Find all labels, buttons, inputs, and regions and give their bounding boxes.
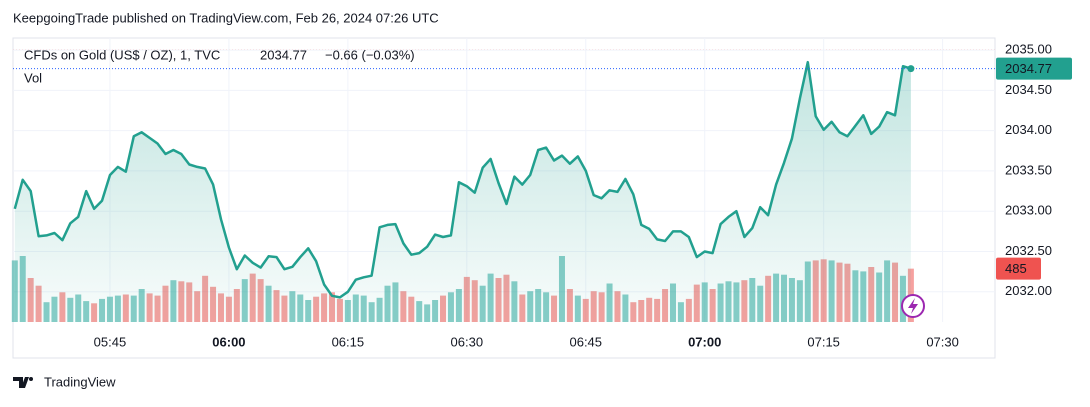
y-tick-label: 2034.50 — [1005, 82, 1052, 97]
x-tick-label: 05:45 — [94, 334, 127, 349]
volume-bar — [11, 260, 18, 322]
last-point — [907, 65, 915, 73]
header-title: KeepgoingTrade published on TradingView.… — [13, 10, 439, 25]
x-tick-label: 07:15 — [807, 334, 840, 349]
brand-name: TradingView — [44, 374, 116, 389]
x-tick-label: 06:30 — [451, 334, 484, 349]
lightning-icon[interactable] — [901, 294, 925, 318]
volume-label: 485 — [1005, 261, 1027, 276]
x-tick-label: 06:00 — [212, 334, 245, 349]
brand-logo — [13, 377, 33, 388]
x-tick-label: 06:45 — [569, 334, 602, 349]
y-tick-label: 2033.00 — [1005, 203, 1052, 218]
volume-label-box — [996, 257, 1041, 280]
x-tick-label: 06:15 — [332, 334, 365, 349]
axes: 2032.00 2032.50 2033.00 2033.50 2034.00 2034.… — [94, 42, 1072, 349]
legend-volume: Vol — [24, 70, 42, 85]
y-tick-label: 2034.00 — [1005, 122, 1052, 137]
legend-symbol: CFDs on Gold (US$ / OZ), 1, TVC — [24, 47, 220, 62]
legend-price: 2034.77 — [260, 47, 307, 62]
y-tick-label: 2032.50 — [1005, 243, 1052, 258]
pane-border — [12, 37, 996, 359]
price-label-box — [996, 57, 1072, 80]
x-tick-label: 07:30 — [926, 334, 959, 349]
y-tick-label: 2033.50 — [1005, 162, 1052, 177]
y-tick-label: 2032.00 — [1005, 283, 1052, 298]
y-tick-label: 2035.00 — [1005, 42, 1052, 57]
plot — [13, 60, 995, 322]
price-line — [13, 60, 912, 299]
price-label: 2034.77 — [1005, 61, 1052, 76]
area-fill — [14, 62, 911, 322]
legend-change: −0.66 (−0.03%) — [325, 47, 415, 62]
x-tick-label: 07:00 — [688, 334, 721, 349]
